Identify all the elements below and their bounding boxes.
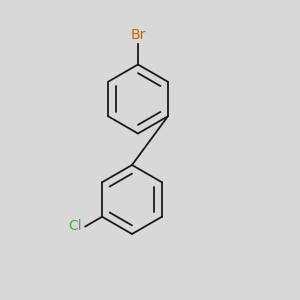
Text: Cl: Cl xyxy=(69,220,82,233)
Text: Br: Br xyxy=(130,28,146,42)
